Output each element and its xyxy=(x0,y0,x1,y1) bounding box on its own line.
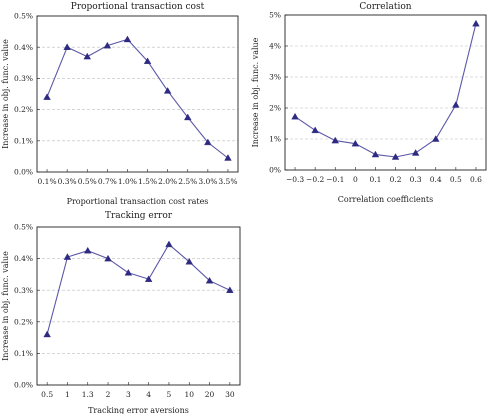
data-point xyxy=(185,257,193,265)
data-point xyxy=(63,253,72,260)
x-tick-label: 1.0% xyxy=(118,177,137,186)
x-tick-label: 0.4 xyxy=(430,175,442,184)
x-tick-label: 1.5% xyxy=(138,177,157,186)
y-tick-label: 0.2% xyxy=(14,317,33,326)
x-tick-label: 3 xyxy=(126,390,131,399)
data-point xyxy=(123,35,132,43)
x-tick-label: −0.3 xyxy=(286,175,304,184)
data-point xyxy=(163,87,172,94)
data-point xyxy=(143,57,152,64)
x-tick-label: 10 xyxy=(184,390,194,399)
y-tick-label: 0.1% xyxy=(14,349,33,358)
x-tick-label: 3.0% xyxy=(198,177,217,186)
y-tick-label: 0% xyxy=(269,166,281,175)
x-tick-label: 5 xyxy=(167,390,172,399)
x-tick-label: 0.2 xyxy=(390,175,402,184)
data-point xyxy=(391,153,400,160)
x-tick-label: 0.6 xyxy=(470,175,482,184)
x-tick-label: 2.5% xyxy=(178,177,197,186)
y-tick-label: 0.5% xyxy=(14,12,33,21)
data-point xyxy=(224,154,232,161)
data-point xyxy=(452,101,460,108)
x-tick-label: 0.5 xyxy=(41,390,53,399)
x-tick-label: 1 xyxy=(65,390,70,399)
data-point xyxy=(371,150,380,158)
data-point xyxy=(226,286,234,293)
y-tick-label: 0.4% xyxy=(14,254,33,263)
data-point xyxy=(103,41,112,49)
x-tick-label: 2 xyxy=(106,390,111,399)
data-point xyxy=(204,138,212,146)
x-tick-label: 0.7% xyxy=(98,177,117,186)
x-tick-label: 30 xyxy=(225,390,235,399)
y-tick-label: 1% xyxy=(269,135,281,144)
y-axis-label: Increase in obj. func. value xyxy=(1,251,10,361)
y-tick-label: 4% xyxy=(269,42,281,51)
chart-title: Proportional transaction cost xyxy=(71,2,205,12)
data-point xyxy=(311,126,319,134)
x-tick-label: 0.5 xyxy=(450,175,462,184)
data-point xyxy=(43,93,51,100)
x-tick-label: 2.0% xyxy=(158,177,177,186)
data-point xyxy=(84,246,92,254)
y-tick-label: 0.0% xyxy=(14,381,33,390)
x-tick-label: 0 xyxy=(353,175,358,184)
x-tick-label: −0.2 xyxy=(306,175,324,184)
data-point xyxy=(165,240,173,248)
x-tick-label: −0.1 xyxy=(326,175,344,184)
x-tick-label: 0.1 xyxy=(369,175,381,184)
chart-1: 0.0%0.1%0.2%0.3%0.4%0.5%0.1% 0.3% 0.5% 0.7%… xyxy=(1,2,239,206)
y-axis-label: Increase in obj. func. value xyxy=(1,39,10,149)
plot-frame xyxy=(284,14,487,171)
x-tick-label: 4 xyxy=(146,390,151,399)
plot-frame xyxy=(36,15,239,173)
x-tick-label: 0.3% xyxy=(58,177,77,186)
series-line xyxy=(46,38,229,159)
y-tick-label: 0.4% xyxy=(14,43,33,52)
series-line xyxy=(294,23,477,158)
y-tick-label: 0.1% xyxy=(14,136,33,145)
plot-frame xyxy=(36,226,241,386)
data-point xyxy=(291,112,299,120)
data-point xyxy=(205,276,214,284)
y-tick-label: 0.3% xyxy=(14,286,33,295)
data-point xyxy=(432,135,440,142)
data-point xyxy=(351,139,360,147)
x-tick-label: 0.5% xyxy=(78,177,97,186)
x-tick-label: 0.3 xyxy=(410,175,422,184)
y-tick-label: 2% xyxy=(269,104,281,113)
y-axis-label: Increase in obj. func. value xyxy=(251,37,260,147)
y-tick-label: 0.0% xyxy=(14,168,33,177)
y-tick-label: 3% xyxy=(269,73,281,82)
data-point xyxy=(104,254,112,262)
x-tick-label: 1.3 xyxy=(82,390,94,399)
chart-2: 0% 1% 2% 3% 4% 5% −0.3 −0.2 −0.1 0 0.1 0.2 0.3 0.4 0.5… xyxy=(251,2,487,204)
data-point xyxy=(43,330,51,338)
chart-title: Tracking error xyxy=(105,211,173,221)
x-axis-label: Correlation coefficients xyxy=(338,195,433,204)
x-tick-label: 3.5% xyxy=(218,177,237,186)
chart-3: 0.0% 0.1% 0.2% 0.3% 0.4% 0.5% 0.5 1 1.3 2 3 4 5 10 20 3… xyxy=(1,211,241,414)
y-tick-label: 0.5% xyxy=(14,223,33,232)
data-point xyxy=(184,113,192,121)
data-point xyxy=(472,19,480,27)
x-tick-label: 0.1% xyxy=(38,177,57,186)
x-axis-label: Tracking error aversions xyxy=(88,406,189,414)
y-tick-label: 5% xyxy=(269,11,281,20)
x-axis-label: Proportional transaction cost rates xyxy=(67,197,209,206)
data-point xyxy=(83,52,91,60)
data-point xyxy=(124,269,133,276)
data-point xyxy=(331,136,339,144)
y-tick-label: 0.3% xyxy=(14,74,33,83)
series-line xyxy=(46,243,231,335)
y-tick-label: 0.2% xyxy=(14,105,33,114)
x-tick-label: 20 xyxy=(205,390,215,399)
data-point xyxy=(63,43,71,50)
chart-title: Correlation xyxy=(359,2,411,12)
data-point xyxy=(144,275,153,282)
data-point xyxy=(411,149,420,156)
